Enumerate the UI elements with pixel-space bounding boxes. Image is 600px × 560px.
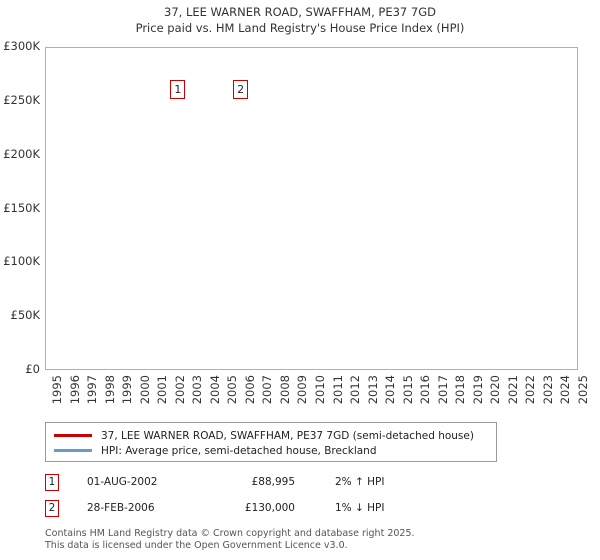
x-axis-tick-label: 2010 [312,375,327,405]
x-axis-tick-label: 1999 [120,375,135,405]
transaction-date-2: 28-FEB-2006 [87,502,155,514]
transaction-price-1: £88,995 [251,476,295,488]
x-axis-tick-label: 2009 [295,375,310,405]
legend-item-property: 37, LEE WARNER ROAD, SWAFFHAM, PE37 7GD … [54,428,488,443]
x-axis-tick-label: 2020 [488,375,503,405]
transaction-hpi-delta-2: 1% ↓ HPI [335,502,385,514]
x-axis-tick-label: 2004 [207,375,222,405]
legend-label-property: 37, LEE WARNER ROAD, SWAFFHAM, PE37 7GD … [101,429,474,442]
x-axis-tick-label: 1997 [85,375,100,405]
sale-callout-1: 1 [170,80,186,99]
legend-label-hpi: HPI: Average price, semi-detached house,… [101,444,377,457]
table-row: 1 01-AUG-2002 £88,995 2% ↑ HPI [45,472,505,498]
y-axis-tick-label: £150K [3,200,40,215]
y-axis-tick-label: £250K [3,92,40,107]
x-axis-tick-label: 2000 [137,375,152,405]
y-axis-tick-label: £50K [10,308,41,323]
chart-legend: 37, LEE WARNER ROAD, SWAFFHAM, PE37 7GD … [45,422,497,462]
x-axis-tick-label: 2022 [523,375,538,405]
x-axis-tick-label: 2018 [453,375,468,405]
x-axis-tick-label: 2002 [172,375,187,405]
x-axis-tick-label: 1995 [50,375,64,405]
x-axis-tick-label: 1996 [67,375,82,405]
x-axis-tick-label: 2005 [225,375,240,405]
y-axis-tick-label: £0 [25,362,40,376]
transaction-index-2: 2 [45,500,59,517]
x-axis-tick-label: 2007 [260,375,275,405]
plot-border [45,47,578,370]
transaction-hpi-delta-1: 2% ↑ HPI [335,476,385,488]
x-axis-tick-label: 2008 [277,375,292,405]
sale-callout-2: 2 [233,80,249,99]
legend-swatch-property [54,434,92,437]
x-axis-tick-label: 2003 [190,375,205,405]
x-axis-tick-label: 2001 [155,375,170,405]
legend-swatch-hpi [54,449,92,452]
x-axis-tick-label: 2025 [575,375,590,405]
transaction-date-1: 01-AUG-2002 [87,476,158,488]
table-row: 2 28-FEB-2006 £130,000 1% ↓ HPI [45,498,505,524]
x-axis-tick-label: 2017 [435,375,450,405]
x-axis-tick-label: 2016 [418,375,433,405]
x-axis-tick-label: 2024 [558,375,573,405]
legend-item-hpi: HPI: Average price, semi-detached house,… [54,443,488,458]
y-axis-tick-label: £200K [3,146,40,161]
transaction-price-2: £130,000 [244,502,295,514]
y-axis-tick-label: £100K [3,254,40,269]
title-line-1: 37, LEE WARNER ROAD, SWAFFHAM, PE37 7GD [164,5,436,19]
x-axis-tick-label: 2014 [383,375,398,405]
x-axis-tick-label: 2006 [242,375,257,405]
x-axis-tick-label: 2019 [470,375,485,405]
x-axis-tick-label: 1998 [102,375,117,405]
attribution-footer: Contains HM Land Registry data © Crown c… [45,528,585,551]
x-axis-tick-label: 2023 [540,375,555,405]
transaction-index-1: 1 [45,474,59,491]
transaction-table: 1 01-AUG-2002 £88,995 2% ↑ HPI 2 28-FEB-… [45,472,505,524]
footer-line-1: Contains HM Land Registry data © Crown c… [45,528,415,539]
x-axis-tick-label: 2013 [365,375,380,405]
x-axis-tick-label: 2012 [348,375,363,405]
x-axis-tick-label: 2011 [330,375,345,405]
title-line-2: Price paid vs. HM Land Registry's House … [135,21,465,35]
footer-line-2: This data is licensed under the Open Gov… [45,539,348,551]
page-title: 37, LEE WARNER ROAD, SWAFFHAM, PE37 7GD … [0,4,600,36]
x-axis-tick-label: 2015 [400,375,415,405]
y-axis-tick-label: £300K [3,39,40,53]
x-axis-tick-label: 2021 [505,375,520,405]
